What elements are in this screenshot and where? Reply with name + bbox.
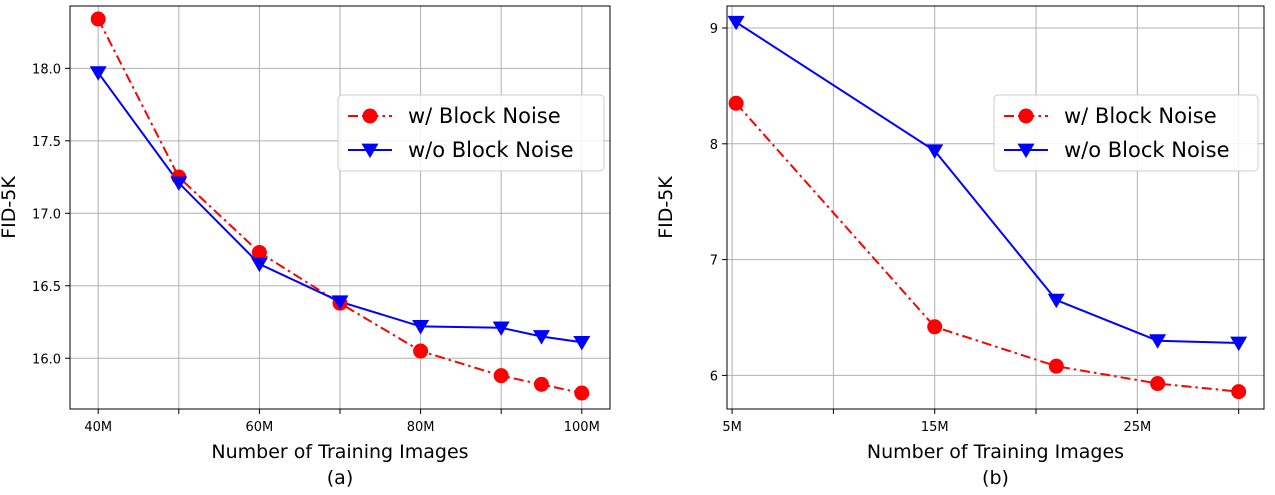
data-point-with-block-noise — [927, 319, 943, 335]
plot-frame — [726, 5, 1265, 410]
data-point-without-block-noise — [926, 144, 944, 159]
legend-label-without-block-noise: w/o Block Noise — [408, 138, 574, 162]
legend-marker-with-block-noise — [1018, 108, 1034, 124]
y-tick-label: 17.0 — [32, 207, 61, 222]
y-tick-label: 8 — [710, 138, 718, 153]
data-point-without-block-noise — [492, 321, 510, 336]
y-tick-label: 16.0 — [32, 352, 61, 367]
x-axis-label: Number of Training Images — [211, 441, 468, 463]
data-point-with-block-noise — [533, 376, 549, 392]
x-tick-label: 5M — [722, 420, 742, 435]
data-point-without-block-noise — [1230, 336, 1248, 352]
data-point-with-block-noise — [413, 343, 429, 359]
data-point-without-block-noise — [532, 330, 550, 345]
figure-caption: (a) — [327, 467, 353, 489]
y-axis-label: FID-5K — [0, 176, 20, 239]
y-tick-label: 9 — [710, 22, 718, 37]
x-tick-label: 25M — [1123, 420, 1151, 435]
data-point-with-block-noise — [251, 244, 267, 260]
y-tick-label: 7 — [710, 254, 718, 269]
legend-marker-with-block-noise — [362, 108, 378, 124]
y-tick-label: 18.0 — [32, 62, 61, 77]
data-point-without-block-noise — [170, 176, 188, 191]
data-point-without-block-noise — [412, 319, 430, 335]
legend-label-without-block-noise: w/o Block Noise — [1064, 138, 1230, 162]
x-tick-label: 15M — [921, 420, 949, 435]
series-line-with-block-noise — [735, 102, 1239, 393]
data-point-with-block-noise — [574, 385, 590, 401]
y-tick-label: 6 — [710, 369, 718, 384]
series-line-without-block-noise — [97, 72, 582, 344]
x-tick-label: 40M — [84, 420, 112, 435]
data-point-with-block-noise — [1048, 358, 1064, 374]
legend-marker-without-block-noise — [361, 143, 379, 159]
data-point-with-block-noise — [728, 95, 744, 111]
x-tick-label: 60M — [246, 420, 274, 435]
figure-caption: (b) — [982, 467, 1009, 489]
legend: w/ Block Noise w/o Block Noise — [337, 94, 605, 172]
chart-a: 40M 60M 80M 100M 16.0 16.5 17.0 17.5 18.0 Number … — [0, 5, 611, 489]
y-axis-label: FID-5K — [655, 176, 677, 239]
data-point-without-block-noise — [1149, 334, 1167, 349]
chart-b: 5M 15M 25M 6 7 8 9 Number of Training Images (b)… — [655, 5, 1265, 489]
x-axis-label: Number of Training Images — [867, 441, 1124, 463]
series-line-without-block-noise — [735, 21, 1239, 344]
legend-label-with-block-noise: w/ Block Noise — [408, 104, 561, 128]
data-point-without-block-noise — [250, 257, 268, 273]
data-point-with-block-noise — [1231, 384, 1247, 400]
x-tick-label: 100M — [564, 420, 600, 435]
plot-frame — [69, 5, 611, 410]
legend: w/ Block Noise w/o Block Noise — [993, 94, 1259, 172]
y-tick-label: 16.5 — [32, 280, 61, 295]
legend-box — [993, 94, 1259, 172]
legend-label-with-block-noise: w/ Block Noise — [1064, 104, 1217, 128]
data-point-without-block-noise — [573, 335, 591, 351]
y-tick-label: 17.5 — [32, 135, 61, 150]
data-point-without-block-noise — [727, 15, 745, 31]
data-point-with-block-noise — [1150, 376, 1166, 392]
legend-box — [337, 94, 605, 172]
data-point-without-block-noise — [1047, 293, 1065, 309]
data-point-with-block-noise — [90, 11, 106, 27]
data-point-without-block-noise — [331, 295, 349, 310]
data-point-with-block-noise — [493, 368, 509, 384]
data-point-without-block-noise — [89, 66, 107, 81]
legend-marker-without-block-noise — [1017, 143, 1035, 159]
x-tick-label: 80M — [407, 420, 435, 435]
